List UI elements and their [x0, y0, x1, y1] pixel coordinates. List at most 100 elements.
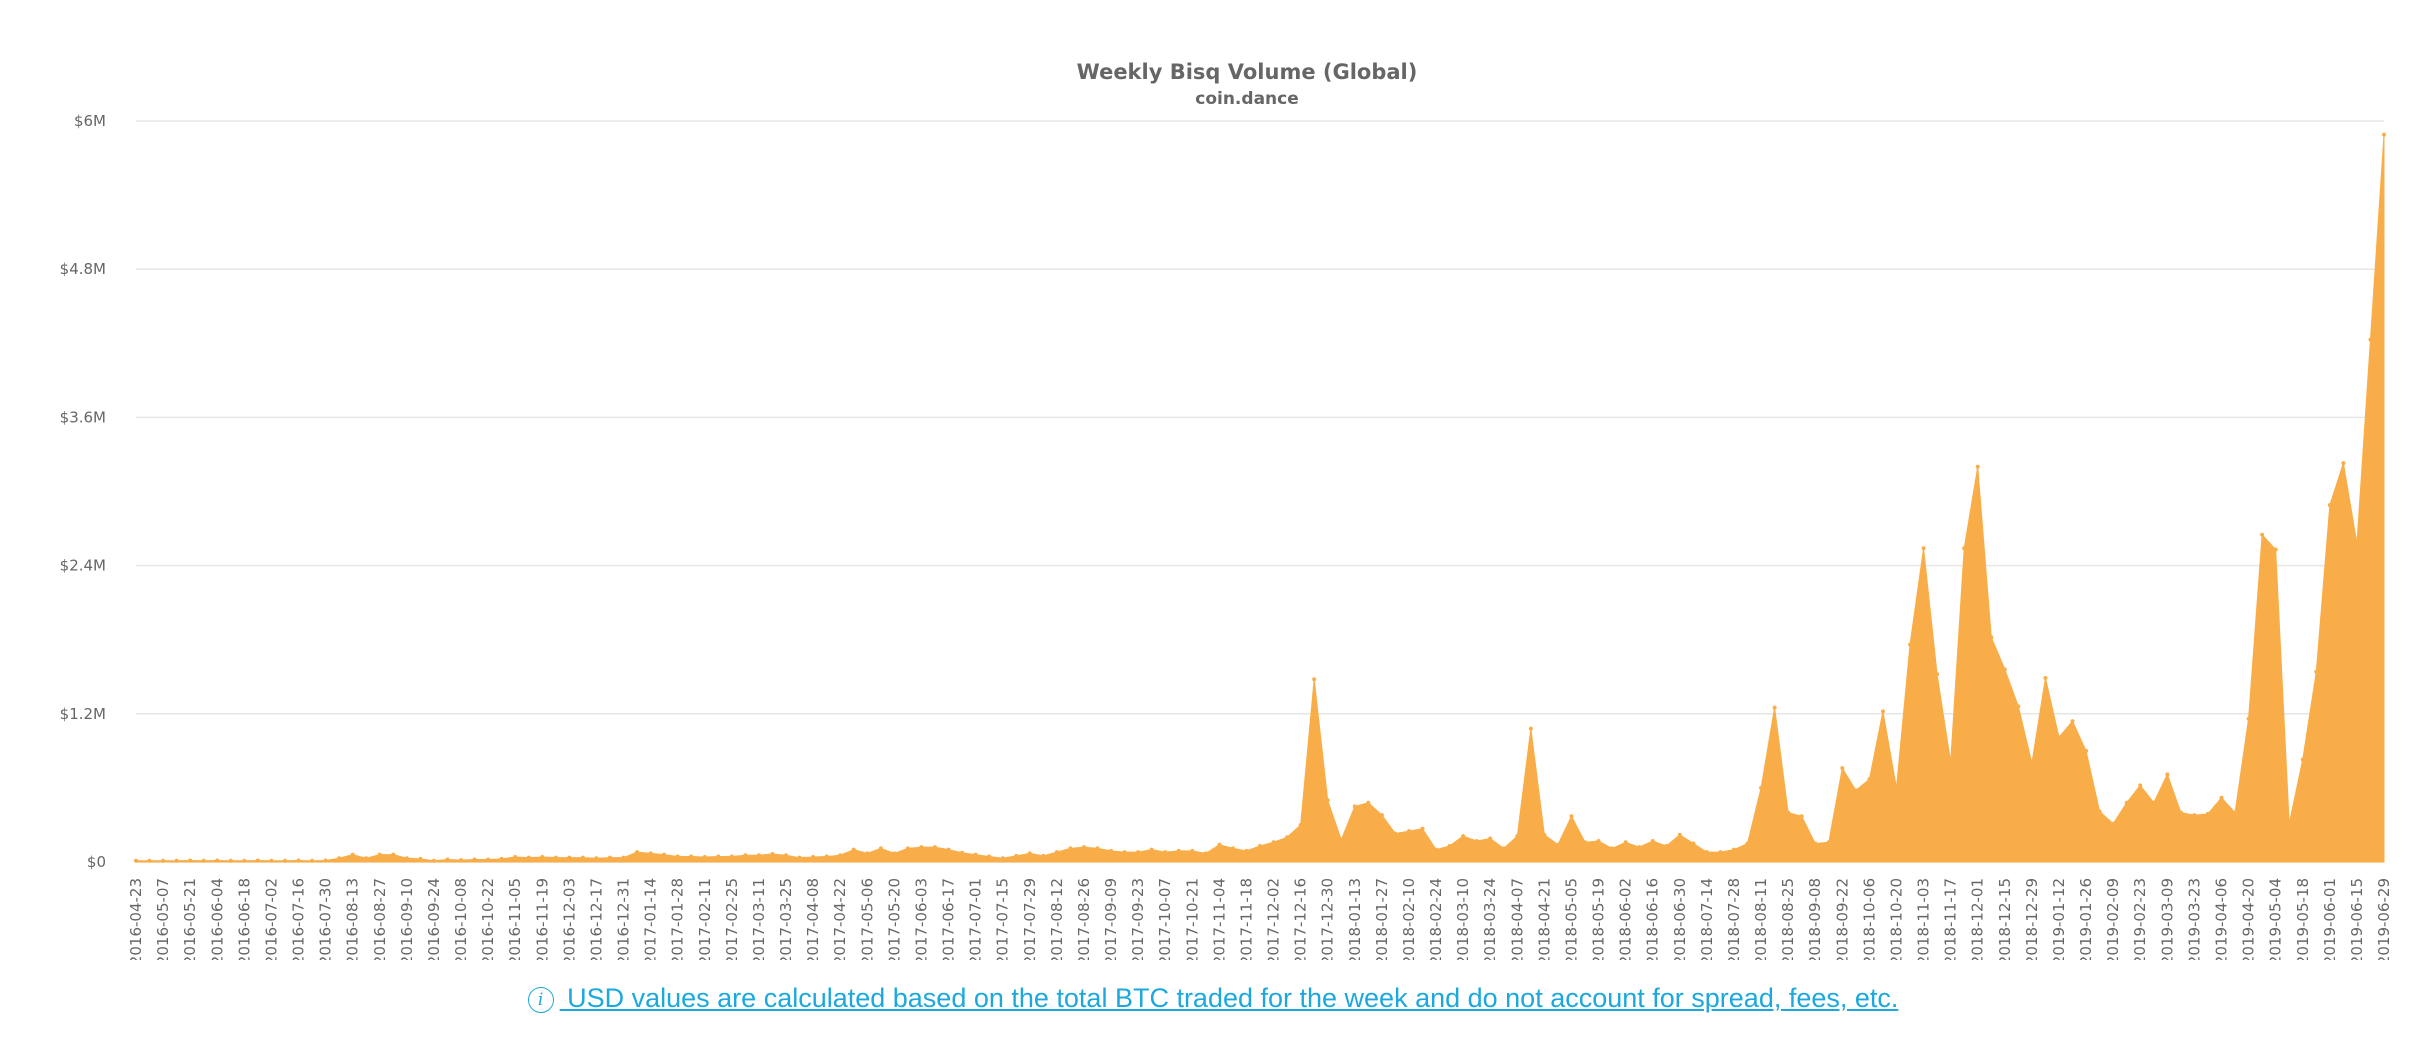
data-point[interactable]	[1880, 709, 1885, 714]
data-point[interactable]	[960, 850, 965, 855]
data-point[interactable]	[1434, 847, 1439, 852]
data-point[interactable]	[1759, 785, 1764, 790]
data-point[interactable]	[147, 858, 152, 863]
data-point[interactable]	[269, 858, 274, 863]
data-point[interactable]	[851, 847, 856, 852]
data-point[interactable]	[1149, 847, 1154, 852]
data-point[interactable]	[743, 853, 748, 858]
data-point[interactable]	[377, 852, 382, 857]
data-point[interactable]	[1298, 822, 1303, 827]
data-point[interactable]	[1853, 788, 1858, 793]
data-point[interactable]	[2165, 772, 2170, 777]
volume-area[interactable]	[135, 134, 2385, 863]
data-point[interactable]	[1731, 847, 1736, 852]
data-point[interactable]	[1623, 840, 1628, 845]
data-point[interactable]	[811, 855, 816, 860]
data-point[interactable]	[973, 852, 978, 857]
data-point[interactable]	[553, 855, 558, 860]
data-point[interactable]	[1474, 839, 1479, 843]
data-point[interactable]	[1366, 800, 1371, 805]
data-point[interactable]	[2111, 821, 2116, 826]
data-point[interactable]	[1826, 840, 1831, 845]
data-point[interactable]	[540, 855, 545, 860]
data-point[interactable]	[2219, 795, 2224, 800]
data-point[interactable]	[1352, 804, 1357, 809]
data-point[interactable]	[1962, 546, 1967, 551]
data-point[interactable]	[784, 853, 789, 858]
data-point[interactable]	[2178, 810, 2183, 815]
data-point[interactable]	[1312, 677, 1317, 682]
data-point[interactable]	[1786, 810, 1791, 815]
data-point[interactable]	[987, 854, 992, 859]
data-point[interactable]	[310, 858, 315, 863]
data-point[interactable]	[689, 854, 694, 859]
data-point[interactable]	[2354, 541, 2359, 546]
data-point[interactable]	[702, 855, 707, 860]
data-point[interactable]	[1339, 837, 1344, 842]
data-point[interactable]	[607, 855, 612, 860]
data-point[interactable]	[1420, 826, 1425, 831]
data-point[interactable]	[567, 855, 572, 860]
data-point[interactable]	[905, 846, 910, 851]
data-point[interactable]	[1650, 839, 1655, 843]
data-point[interactable]	[1583, 840, 1588, 845]
data-point[interactable]	[648, 851, 653, 856]
data-point[interactable]	[1515, 834, 1520, 839]
data-point[interactable]	[431, 858, 436, 863]
data-point[interactable]	[1935, 672, 1940, 677]
data-point[interactable]	[1528, 726, 1533, 731]
data-point[interactable]	[1501, 846, 1506, 851]
data-point[interactable]	[1488, 836, 1493, 841]
data-point[interactable]	[282, 858, 287, 863]
data-point[interactable]	[1921, 546, 1926, 551]
data-point[interactable]	[1867, 777, 1872, 782]
data-point[interactable]	[2124, 800, 2129, 805]
data-point[interactable]	[1894, 785, 1899, 790]
data-point[interactable]	[1691, 841, 1696, 846]
data-point[interactable]	[1569, 814, 1574, 819]
data-point[interactable]	[391, 852, 396, 857]
data-point[interactable]	[2138, 783, 2143, 788]
data-point[interactable]	[1285, 835, 1290, 840]
data-point[interactable]	[1772, 705, 1777, 710]
data-point[interactable]	[2246, 716, 2251, 721]
data-point[interactable]	[1555, 842, 1560, 847]
data-point[interactable]	[2368, 337, 2373, 342]
data-point[interactable]	[134, 858, 138, 863]
data-point[interactable]	[878, 846, 883, 851]
data-point[interactable]	[662, 852, 667, 857]
data-point[interactable]	[188, 858, 193, 863]
data-point[interactable]	[1718, 850, 1723, 855]
data-point[interactable]	[2260, 532, 2265, 537]
data-point[interactable]	[2097, 809, 2102, 814]
data-point[interactable]	[2205, 811, 2210, 816]
data-point[interactable]	[1258, 843, 1262, 848]
data-point[interactable]	[1109, 848, 1114, 853]
data-point[interactable]	[459, 858, 464, 863]
area-series[interactable]	[134, 132, 2386, 863]
data-point[interactable]	[364, 856, 369, 861]
data-point[interactable]	[2233, 810, 2238, 815]
data-point[interactable]	[675, 854, 680, 859]
data-point[interactable]	[2300, 757, 2305, 762]
data-point[interactable]	[174, 858, 179, 863]
data-point[interactable]	[1840, 766, 1845, 771]
data-point[interactable]	[621, 855, 626, 860]
data-point[interactable]	[1948, 759, 1953, 764]
data-point[interactable]	[350, 852, 355, 857]
data-point[interactable]	[1014, 853, 1019, 858]
data-point[interactable]	[1379, 813, 1384, 818]
data-point[interactable]	[1000, 856, 1005, 861]
data-point[interactable]	[1637, 845, 1642, 850]
data-point[interactable]	[228, 858, 233, 863]
data-point[interactable]	[2192, 813, 2197, 818]
data-point[interactable]	[242, 858, 247, 863]
data-point[interactable]	[255, 858, 260, 863]
data-point[interactable]	[323, 858, 328, 863]
data-point[interactable]	[1704, 850, 1709, 855]
data-point[interactable]	[594, 856, 599, 861]
data-point[interactable]	[1271, 840, 1276, 845]
data-point[interactable]	[1745, 841, 1750, 846]
data-point[interactable]	[445, 857, 450, 862]
data-point[interactable]	[418, 856, 423, 861]
